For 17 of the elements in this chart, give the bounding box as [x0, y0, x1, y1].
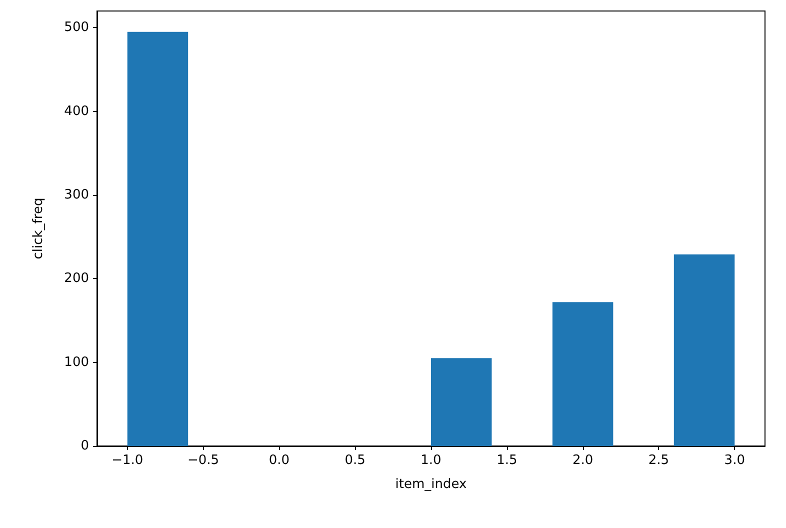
y-tick-label: 0	[80, 438, 89, 454]
y-axis-title: click_freq	[31, 198, 46, 260]
y-tick-label: 300	[64, 188, 89, 203]
x-axis-title: item_index	[395, 477, 468, 492]
y-tick-label: 200	[64, 271, 89, 286]
x-tick-label: 0.0	[268, 453, 290, 468]
y-tick-label: 400	[64, 104, 89, 119]
x-tick-label: 2.0	[572, 453, 594, 468]
x-tick-label: 1.5	[496, 453, 518, 468]
x-tick-label: 0.5	[344, 453, 366, 468]
x-tick-label: 1.0	[420, 453, 442, 468]
y-tick-label: 100	[64, 354, 89, 370]
x-tick-label: 3.0	[724, 453, 745, 468]
x-tick-label: −0.5	[187, 453, 220, 468]
x-tick-label: 2.5	[648, 453, 670, 468]
x-tick-label: −1.0	[112, 453, 144, 468]
y-tick-label: 500	[64, 20, 89, 36]
